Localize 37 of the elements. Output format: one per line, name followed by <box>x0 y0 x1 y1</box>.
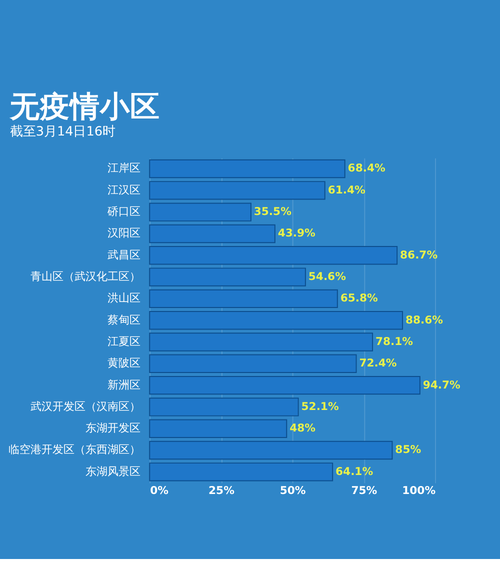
y-tick-label: 武昌区 <box>107 248 140 262</box>
y-tick-label: 临空港开发区（东西湖区） <box>8 443 140 456</box>
data-label: 43.9% <box>278 226 316 240</box>
x-tick-label: 0% <box>150 484 169 498</box>
data-label: 48% <box>290 422 316 435</box>
data-label: 88.6% <box>405 313 444 326</box>
data-label: 61.4% <box>328 183 366 196</box>
data-label: 64.1% <box>336 464 374 478</box>
x-tick-label: 25% <box>208 484 235 498</box>
y-tick-label: 黄陂区 <box>107 356 140 370</box>
y-tick-label: 新洲区 <box>107 378 140 392</box>
chart-subtitle: 截至3月14日16时 <box>10 124 116 140</box>
y-tick-label: 武汉开发区（汉南区） <box>30 400 140 413</box>
y-tick-label: 蔡甸区 <box>107 313 140 326</box>
y-tick-label: 江岸区 <box>107 162 140 175</box>
data-label: 94.7% <box>422 378 461 392</box>
chart-title: 无疫情小区 <box>8 90 160 124</box>
y-tick-label: 东湖风景区 <box>85 464 140 478</box>
y-tick-label: 洪山区 <box>107 292 140 305</box>
y-tick-label: 东湖开发区 <box>85 422 140 435</box>
x-tick-label: 50% <box>280 484 306 498</box>
data-label: 54.6% <box>308 270 346 283</box>
x-tick-label: 100% <box>402 484 436 498</box>
y-tick-label: 江汉区 <box>107 183 140 196</box>
data-label: 78.1% <box>375 334 414 348</box>
data-label: 52.1% <box>301 400 339 413</box>
data-label: 85% <box>395 443 422 456</box>
x-tick-label: 75% <box>351 484 378 498</box>
data-label: 35.5% <box>254 205 292 218</box>
y-tick-label: 硚口区 <box>106 205 140 218</box>
data-label: 72.4% <box>359 356 397 370</box>
y-tick-label: 汉阳区 <box>107 226 140 240</box>
data-label: 65.8% <box>340 292 378 305</box>
y-tick-label: 江夏区 <box>107 334 140 348</box>
y-tick-label: 青山区（武汉化工区） <box>30 270 140 283</box>
data-label: 86.7% <box>400 248 438 262</box>
data-label: 68.4% <box>348 162 386 175</box>
